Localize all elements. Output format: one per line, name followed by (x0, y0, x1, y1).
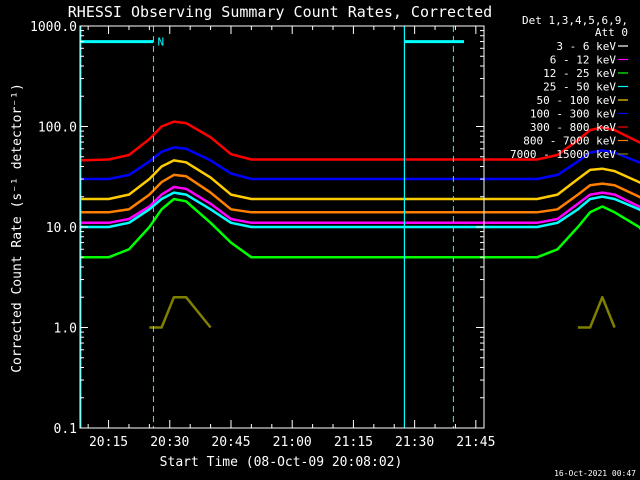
legend-entry-label: 100 - 300 keV (530, 108, 616, 121)
legend-entry-label: 50 - 100 keV (537, 94, 617, 107)
legend-entry-label: 6 - 12 keV (550, 54, 617, 67)
marker-label: N (157, 36, 164, 49)
y-tick-label: 10.0 (46, 221, 77, 236)
series-line (149, 295, 616, 329)
legend-entry-label: 25 - 50 keV (543, 81, 616, 94)
chart-title: RHESSI Observing Summary Count Rates, Co… (68, 3, 492, 21)
legend-entry-label: 800 - 7000 keV (523, 135, 616, 148)
y-axis-label: Corrected Count Rate (s⁻¹ detector⁻¹) (10, 83, 25, 373)
x-tick-label: 20:30 (150, 435, 189, 450)
y-tick-label: 0.1 (54, 422, 77, 437)
legend-entry-label: 7000 - 15000 keV (510, 148, 616, 161)
legend-header: Det 1,3,4,5,6,9, (522, 14, 628, 27)
x-tick-label: 20:15 (89, 435, 128, 450)
y-tick-label: 1.0 (54, 322, 77, 337)
y-axis: 0.1 1.0 10.0 100.0 1000.0 (30, 20, 484, 437)
legend-entry-label: 12 - 25 keV (543, 67, 616, 80)
x-tick-label: 20:45 (211, 435, 250, 450)
x-axis-label: Start Time (08-Oct-09 20:08:02) (160, 455, 403, 470)
y-tick-label: 1000.0 (30, 20, 77, 35)
x-tick-label: 21:15 (334, 435, 373, 450)
legend-entry-label: 3 - 6 keV (556, 40, 616, 53)
timestamp: 16-Oct-2021 00:47 (554, 469, 636, 478)
x-axis: 20:15 20:30 20:45 21:00 21:15 21:30 21:45 (87, 26, 495, 450)
x-tick-label: 21:45 (456, 435, 495, 450)
x-tick-label: 21:00 (273, 435, 312, 450)
plot-area: N (79, 26, 640, 428)
y-tick-label: 100.0 (38, 121, 77, 136)
legend-entry-label: 300 - 800 keV (530, 121, 616, 134)
legend-header: Att 0 (595, 26, 628, 39)
x-tick-label: 21:30 (395, 435, 434, 450)
